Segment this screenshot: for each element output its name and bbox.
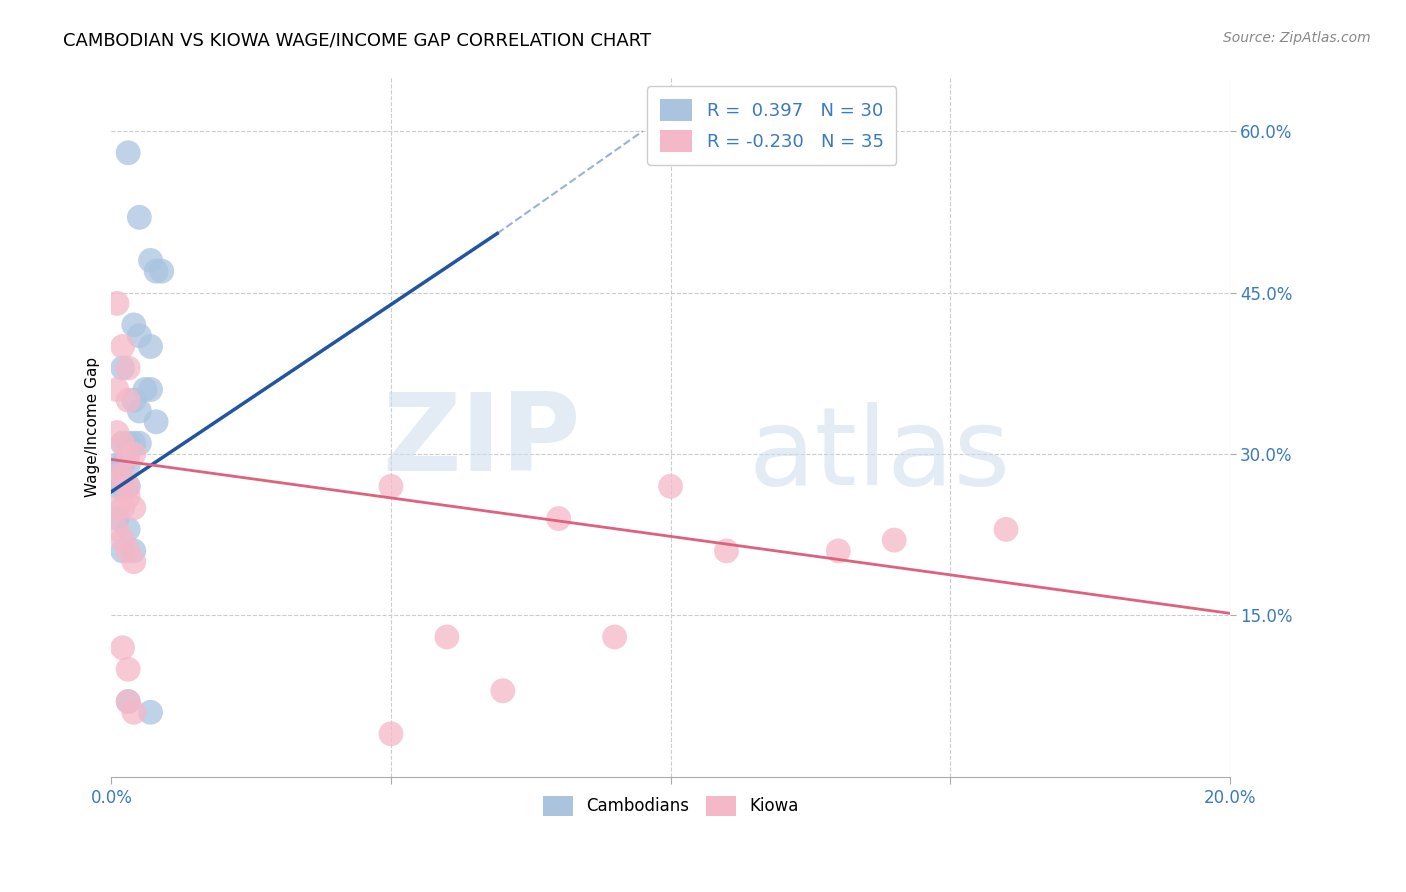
Point bbox=[111, 361, 134, 376]
Point bbox=[883, 533, 905, 548]
Point bbox=[111, 436, 134, 450]
Point bbox=[111, 436, 134, 450]
Point bbox=[105, 500, 128, 515]
Point bbox=[150, 264, 173, 278]
Point bbox=[139, 339, 162, 353]
Point bbox=[139, 706, 162, 720]
Text: ZIP: ZIP bbox=[382, 388, 581, 494]
Point bbox=[995, 522, 1018, 536]
Point bbox=[105, 296, 128, 310]
Point bbox=[122, 318, 145, 332]
Point bbox=[111, 339, 134, 353]
Text: Source: ZipAtlas.com: Source: ZipAtlas.com bbox=[1223, 31, 1371, 45]
Point bbox=[145, 264, 167, 278]
Point bbox=[122, 500, 145, 515]
Point bbox=[547, 511, 569, 525]
Point bbox=[716, 544, 738, 558]
Point bbox=[380, 479, 402, 493]
Point bbox=[111, 500, 134, 515]
Point bbox=[122, 544, 145, 558]
Point bbox=[117, 490, 139, 504]
Point bbox=[105, 522, 128, 536]
Point bbox=[492, 683, 515, 698]
Point bbox=[380, 727, 402, 741]
Y-axis label: Wage/Income Gap: Wage/Income Gap bbox=[86, 357, 100, 497]
Point bbox=[122, 706, 145, 720]
Point bbox=[111, 468, 134, 483]
Point bbox=[117, 361, 139, 376]
Point bbox=[827, 544, 849, 558]
Point bbox=[117, 393, 139, 408]
Point bbox=[122, 393, 145, 408]
Point bbox=[117, 694, 139, 708]
Point bbox=[117, 522, 139, 536]
Text: atlas: atlas bbox=[749, 402, 1011, 508]
Point bbox=[111, 479, 134, 493]
Point bbox=[145, 415, 167, 429]
Point bbox=[117, 458, 139, 472]
Text: CAMBODIAN VS KIOWA WAGE/INCOME GAP CORRELATION CHART: CAMBODIAN VS KIOWA WAGE/INCOME GAP CORRE… bbox=[63, 31, 651, 49]
Point bbox=[139, 383, 162, 397]
Point bbox=[117, 662, 139, 676]
Point bbox=[117, 145, 139, 160]
Point bbox=[105, 425, 128, 440]
Point bbox=[117, 479, 139, 493]
Point bbox=[117, 694, 139, 708]
Point bbox=[128, 328, 150, 343]
Point bbox=[603, 630, 626, 644]
Point bbox=[128, 211, 150, 225]
Point bbox=[139, 253, 162, 268]
Legend: Cambodians, Kiowa: Cambodians, Kiowa bbox=[534, 788, 807, 824]
Point bbox=[128, 436, 150, 450]
Point bbox=[134, 383, 156, 397]
Point bbox=[117, 544, 139, 558]
Point bbox=[111, 458, 134, 472]
Point bbox=[105, 383, 128, 397]
Point bbox=[117, 436, 139, 450]
Point bbox=[105, 458, 128, 472]
Point bbox=[659, 479, 682, 493]
Point bbox=[122, 555, 145, 569]
Point bbox=[122, 436, 145, 450]
Point bbox=[117, 447, 139, 461]
Point bbox=[105, 511, 128, 525]
Point bbox=[117, 479, 139, 493]
Point bbox=[122, 447, 145, 461]
Point bbox=[128, 404, 150, 418]
Point bbox=[105, 468, 128, 483]
Point bbox=[111, 640, 134, 655]
Point bbox=[105, 479, 128, 493]
Point bbox=[436, 630, 458, 644]
Point bbox=[111, 533, 134, 548]
Point bbox=[111, 544, 134, 558]
